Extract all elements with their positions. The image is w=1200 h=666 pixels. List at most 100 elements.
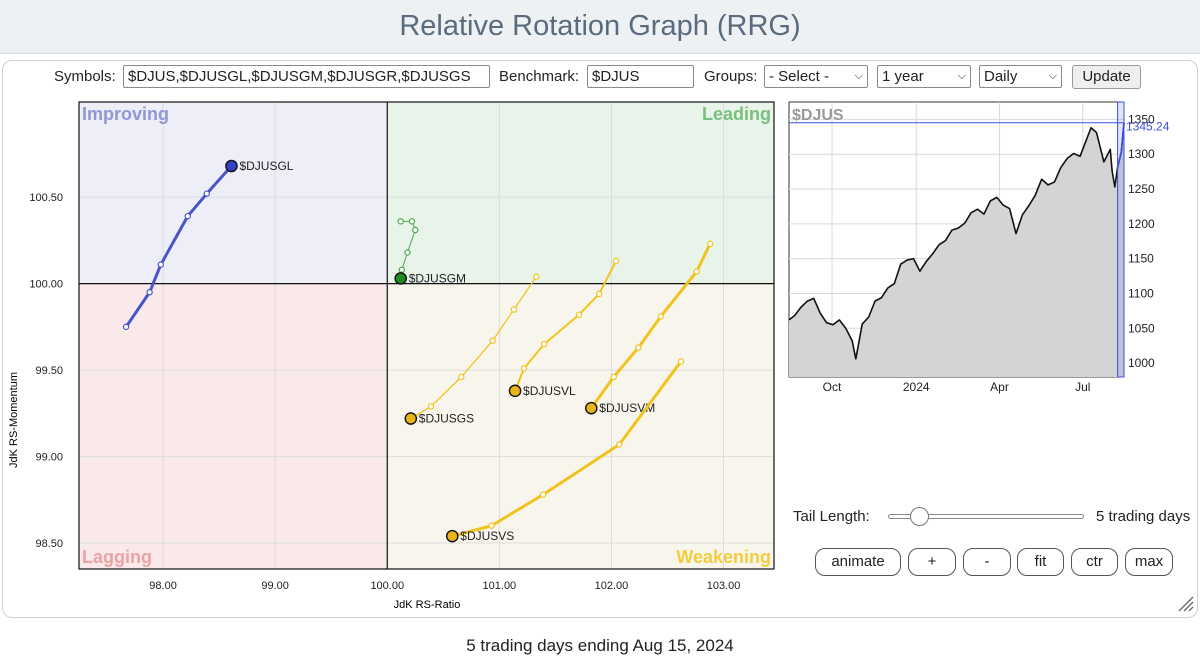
benchmark-y-tick-label: 1350 <box>1128 112 1155 126</box>
tail-point-djusgm <box>404 249 411 256</box>
chevron-down-icon: ⌵ <box>957 70 966 82</box>
series-label-djusvm: $DJUSVM <box>599 401 655 415</box>
tail-point-djusvl <box>575 311 583 318</box>
benchmark-y-tick-label: 1100 <box>1128 286 1154 300</box>
update-button[interactable]: Update <box>1072 65 1141 89</box>
tail-djusgl <box>124 164 233 329</box>
y-axis-label: JdK RS-Momentum <box>8 372 20 468</box>
tail-djusvl <box>514 260 617 392</box>
benchmark-y-tick-label: 1200 <box>1128 217 1155 231</box>
head-point-djusvm <box>584 401 598 415</box>
tail-point-djusgl <box>146 289 153 296</box>
zoom-out-button[interactable]: - <box>963 548 1011 576</box>
benchmark-x-tick-label: Apr <box>990 380 1009 394</box>
symbols-label: Symbols: <box>54 68 116 85</box>
center-button[interactable]: ctr <box>1071 548 1118 576</box>
plot-frame <box>78 101 775 570</box>
page-title: Relative Rotation Graph (RRG) <box>399 10 801 42</box>
benchmark-y-tick-label: 1300 <box>1128 147 1155 161</box>
x-axis-label: JdK RS-Ratio <box>394 599 461 611</box>
benchmark-highlight-window <box>1117 101 1125 378</box>
y-tick-label: 99.00 <box>35 452 63 464</box>
tail-point-djusvm <box>635 344 642 351</box>
head-point-djusgs <box>404 412 418 425</box>
benchmark-area <box>789 122 1124 377</box>
groups-label: Groups: <box>704 68 758 85</box>
series-label-djusgs: $DJUSGS <box>419 412 474 426</box>
y-tick-label: 100.00 <box>29 279 63 291</box>
tail-point-djusvs <box>539 491 547 498</box>
max-button[interactable]: max <box>1125 548 1173 576</box>
series-label-djusvl: $DJUSVL <box>523 384 576 398</box>
rrg-chart: 98.00 99.00 100.00 101.00 102.00 103.00 98.50 9… <box>8 101 775 611</box>
x-tick-label: 103.00 <box>707 580 741 592</box>
tail-point-djusvl <box>520 365 528 372</box>
benchmark-highlight-line <box>1116 122 1125 168</box>
tail-point-djusvs <box>616 441 623 448</box>
resize-handle-icon[interactable] <box>1176 594 1194 612</box>
benchmark-y-tick-label: 1050 <box>1128 321 1155 335</box>
benchmark-input[interactable]: $DJUS <box>587 65 694 88</box>
tail-point-djusgm <box>412 226 419 234</box>
head-point-djusvl <box>508 384 522 398</box>
symbols-input[interactable]: $DJUS,$DJUSGL,$DJUSGM,$DJUSGR,$DJUSGS <box>123 65 490 88</box>
tail-point-djusgs <box>510 306 518 313</box>
series-label-djusgm: $DJUSGM <box>409 271 466 285</box>
series-label-djusgl: $DJUSGL <box>239 159 293 173</box>
interval-select[interactable]: Daily ⌵ <box>979 65 1062 88</box>
head-point-djusvs <box>445 529 459 543</box>
tail-length-slider[interactable] <box>888 514 1084 519</box>
groups-select-value: - Select - <box>769 68 830 85</box>
fit-button[interactable]: fit <box>1017 548 1064 576</box>
quadrant-leading <box>387 102 774 284</box>
quadrant-improving <box>79 102 388 284</box>
groups-select[interactable]: - Select - ⌵ <box>764 65 868 88</box>
tail-point-djusgs <box>533 273 540 280</box>
period-select[interactable]: 1 year ⌵ <box>877 65 971 88</box>
tail-point-djusgm <box>408 218 416 225</box>
controls-bar: Symbols: $DJUS,$DJUSGL,$DJUSGM,$DJUSGR,$… <box>0 64 1200 90</box>
quadrant-label-lagging: Lagging <box>82 547 152 567</box>
x-tick-label: 100.00 <box>370 580 404 592</box>
benchmark-x-tick-label: Oct <box>823 380 842 394</box>
tail-djusvm <box>589 242 712 410</box>
tail-point-djusvm <box>706 240 714 248</box>
benchmark-x-tick-label: 2024 <box>903 380 930 394</box>
head-point-djusgm <box>394 272 408 285</box>
benchmark-y-tick-label: 1250 <box>1128 182 1155 196</box>
tail-point-djusgs <box>458 373 465 381</box>
title-bar: Relative Rotation Graph (RRG) <box>0 0 1200 54</box>
tail-point-djusvm <box>693 268 700 275</box>
quadrant-label-leading: Leading <box>702 104 771 124</box>
quadrant-label-improving: Improving <box>82 104 169 124</box>
footer-caption: 5 trading days ending Aug 15, 2024 <box>466 636 734 655</box>
tail-length-slider-handle[interactable] <box>909 507 929 526</box>
zoom-in-button[interactable]: + <box>908 548 956 576</box>
interval-select-value: Daily <box>984 68 1018 85</box>
y-tick-label: 100.50 <box>29 192 63 204</box>
period-select-value: 1 year <box>882 68 924 85</box>
tail-djusgs <box>410 276 538 420</box>
animate-button[interactable]: animate <box>815 548 901 576</box>
tail-point-djusgl <box>122 323 130 331</box>
tail-point-djusgl <box>157 261 165 268</box>
benchmark-label: Benchmark: <box>499 68 580 85</box>
chevron-down-icon: ⌵ <box>1048 70 1057 82</box>
tail-point-djusvl <box>595 290 603 298</box>
head-point-djusgl <box>225 159 238 173</box>
tail-point-djusvm <box>657 313 664 320</box>
tail-point-djusgm <box>398 266 406 273</box>
tail-point-djusvl <box>541 340 548 348</box>
benchmark-y-tick-label: 1150 <box>1128 252 1154 266</box>
quadrant-lagging <box>79 283 388 569</box>
x-tick-label: 98.00 <box>149 580 177 592</box>
benchmark-x-tick-label: Jul <box>1075 380 1090 394</box>
tail-length-label: Tail Length: <box>793 508 870 525</box>
y-tick-label: 99.50 <box>35 365 63 377</box>
tail-point-djusgs <box>427 403 435 410</box>
tail-point-djusvs <box>677 358 685 365</box>
tail-point-djusvm <box>610 373 617 381</box>
chevron-down-icon: ⌵ <box>854 70 863 82</box>
x-tick-label: 101.00 <box>483 580 517 592</box>
